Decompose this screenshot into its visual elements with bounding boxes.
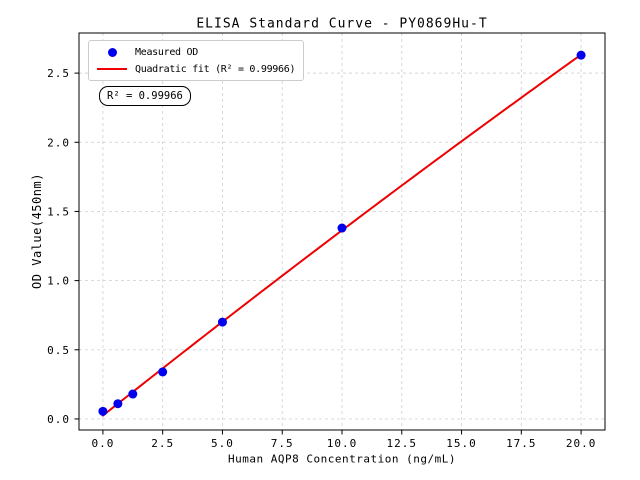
data-point xyxy=(576,50,586,60)
y-tick-label: 2.5 xyxy=(47,67,70,80)
x-tick-label: 17.5 xyxy=(506,437,537,450)
y-tick-label: 2.0 xyxy=(47,136,70,149)
x-axis-label: Human AQP8 Concentration (ng/mL) xyxy=(228,452,456,466)
data-point xyxy=(128,389,138,399)
data-point xyxy=(113,399,123,409)
legend-item-measured-od: Measured OD xyxy=(97,45,295,59)
quadratic-fit-line xyxy=(101,53,583,417)
chart-title: ELISA Standard Curve - PY0869Hu-T xyxy=(196,16,488,32)
r-squared-annotation: R² = 0.99966 xyxy=(99,86,191,106)
x-tick-label: 0.0 xyxy=(91,437,114,450)
x-tick-label: 5.0 xyxy=(211,437,234,450)
x-tick-label: 7.5 xyxy=(271,437,294,450)
y-axis-label: OD Value(450nm) xyxy=(30,173,44,289)
x-tick-label: 12.5 xyxy=(387,437,418,450)
quadratic-fit-line-icon xyxy=(97,67,127,71)
legend-label-quadratic-fit: Quadratic fit (R² = 0.99966) xyxy=(135,63,296,75)
data-point xyxy=(337,223,347,233)
legend-label-measured-od: Measured OD xyxy=(135,46,198,58)
y-tick-label: 0.5 xyxy=(47,344,70,357)
y-tick-label: 1.5 xyxy=(47,205,70,218)
x-tick-label: 10.0 xyxy=(327,437,358,450)
legend-marker-slot xyxy=(97,47,127,57)
x-tick-label: 2.5 xyxy=(151,437,174,450)
legend-marker-slot xyxy=(97,67,127,71)
legend: Measured OD Quadratic fit (R² = 0.99966) xyxy=(88,40,305,81)
measured-od-dot-icon xyxy=(107,47,117,57)
data-point xyxy=(217,317,227,327)
data-point xyxy=(158,367,168,377)
x-tick-label: 15.0 xyxy=(446,437,477,450)
y-tick-label: 1.0 xyxy=(47,275,70,288)
data-point xyxy=(98,406,108,416)
x-tick-label: 20.0 xyxy=(566,437,597,450)
y-tick-label: 0.0 xyxy=(47,413,70,426)
legend-item-quadratic-fit: Quadratic fit (R² = 0.99966) xyxy=(97,62,295,76)
